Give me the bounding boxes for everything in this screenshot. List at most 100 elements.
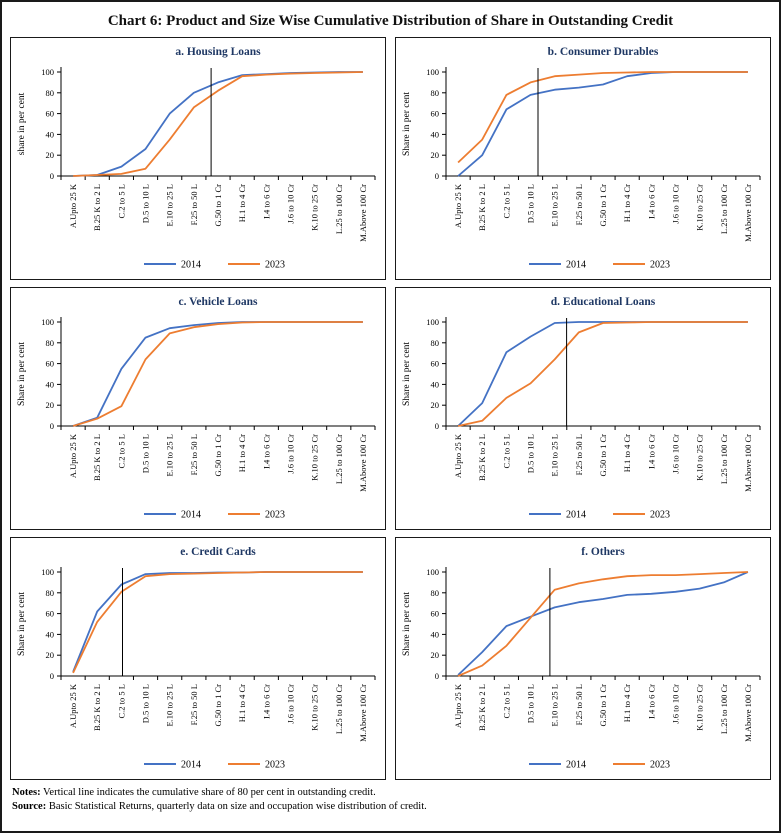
x-tick-label: M.Above 100 Cr: [743, 684, 753, 742]
x-tick-label: L.25 to 100 Cr: [719, 184, 729, 234]
chart-svg: a. Housing Loans 0 20 40 60 80 100 A.Upto 25 K B…: [17, 46, 376, 271]
y-tick-label: 20: [431, 150, 440, 160]
x-tick-label: C.2 to 5 L: [501, 184, 511, 218]
x-tick-label: G.50 to 1 Cr: [598, 184, 608, 227]
x-tick-label: C.2 to 5 L: [501, 434, 511, 468]
subplot-credit-cards: e. Credit Cards 0 20 40 60 80 100 A.Upto 25 K B.…: [10, 537, 386, 780]
notes-label: Notes:: [12, 787, 41, 798]
series-line-2014: [73, 71, 363, 177]
x-tick-label: M.Above 100 Cr: [358, 184, 368, 242]
x-tick-label: F.25 to 50 L: [574, 184, 584, 225]
chart-svg: f. Others 0 20 40 60 80 100 A.Upto 25 K B.25 K t…: [402, 546, 761, 771]
x-tick-label: M.Above 100 Cr: [358, 684, 368, 742]
y-tick-label: 80: [46, 588, 55, 598]
x-tick-labels: A.Upto 25 K B.25 K to 2 L C.2 to 5 L D.5 to…: [68, 183, 368, 242]
x-tick-label: G.50 to 1 Cr: [213, 434, 223, 477]
axes: 0 20 40 60 80 100: [426, 67, 761, 181]
legend-label-2023: 2023: [265, 510, 285, 521]
x-tick-label: H.1 to 4 Cr: [237, 434, 247, 472]
y-tick-label: 100: [426, 567, 439, 577]
x-tick-label: F.25 to 50 L: [574, 684, 584, 725]
x-tick-label: L.25 to 100 Cr: [334, 684, 344, 734]
x-tick-label: D.5 to 10 L: [526, 434, 536, 473]
axes: 0 20 40 60 80 100: [426, 317, 761, 431]
x-tick-label: B.25 K to 2 L: [92, 684, 102, 731]
x-tick-label: J.6 to 10 Cr: [670, 434, 680, 474]
x-tick-label: C.2 to 5 L: [116, 184, 126, 218]
y-tick-label: 60: [431, 609, 440, 619]
y-tick-label: 80: [431, 588, 440, 598]
series-line-2014: [457, 321, 748, 427]
x-tick-label: C.2 to 5 L: [501, 684, 511, 718]
legend-label-2014: 2014: [566, 760, 586, 771]
x-tick-labels: A.Upto 25 K B.25 K to 2 L C.2 to 5 L D.5 to…: [453, 683, 753, 742]
y-tick-label: 60: [46, 609, 55, 619]
series-line-2014: [457, 71, 748, 177]
charts-grid: a. Housing Loans 0 20 40 60 80 100 A.Upto 25 K B…: [10, 37, 771, 780]
x-tick-label: E.10 to 25 L: [550, 684, 560, 727]
notes-text: Vertical line indicates the cumulative s…: [40, 787, 376, 798]
series-line-2014: [457, 571, 749, 676]
x-tick-label: J.6 to 10 Cr: [285, 184, 295, 224]
x-tick-label: I.4 to 6 Cr: [261, 184, 271, 219]
x-tick-label: H.1 to 4 Cr: [237, 684, 247, 722]
subplot-title: d. Educational Loans: [551, 296, 656, 308]
y-tick-label: 100: [426, 317, 439, 327]
x-tick-label: E.10 to 25 L: [550, 434, 560, 477]
legend-label-2023: 2023: [265, 260, 285, 271]
x-tick-label: I.4 to 6 Cr: [646, 184, 656, 219]
x-tick-label: L.25 to 100 Cr: [334, 184, 344, 234]
x-tick-label: B.25 K to 2 L: [477, 684, 487, 731]
series-line-2023: [73, 71, 363, 177]
series-line-2023: [457, 321, 748, 427]
x-tick-labels: A.Upto 25 K B.25 K to 2 L C.2 to 5 L D.5 to…: [68, 433, 368, 492]
axes: 0 20 40 60 80 100: [41, 567, 376, 681]
subplot-housing-loans: a. Housing Loans 0 20 40 60 80 100 A.Upto 25 K B…: [10, 37, 386, 280]
y-tick-label: 60: [46, 359, 55, 369]
subplot-title: e. Credit Cards: [180, 546, 256, 558]
x-tick-label: K.10 to 25 Cr: [695, 434, 705, 481]
y-axis-label: share in per cent: [17, 92, 27, 155]
y-tick-label: 100: [41, 567, 54, 577]
y-axis-label: Share in per cent: [402, 342, 412, 406]
x-tick-label: J.6 to 10 Cr: [285, 434, 295, 474]
x-tick-label: E.10 to 25 L: [165, 184, 175, 227]
x-tick-label: D.5 to 10 L: [141, 184, 151, 223]
y-axis-label: Share in per cent: [17, 342, 27, 406]
x-tick-labels: A.Upto 25 K B.25 K to 2 L C.2 to 5 L D.5 to…: [453, 433, 753, 492]
y-tick-label: 80: [431, 338, 440, 348]
y-tick-label: 40: [46, 129, 55, 139]
subplot-vehicle-loans: c. Vehicle Loans 0 20 40 60 80 100 A.Upto 25 K B…: [10, 287, 386, 530]
y-tick-label: 40: [431, 629, 440, 639]
y-tick-label: 80: [46, 338, 55, 348]
x-tick-label: M.Above 100 Cr: [743, 434, 753, 492]
y-tick-label: 0: [50, 171, 54, 181]
x-tick-label: L.25 to 100 Cr: [719, 434, 729, 484]
y-tick-label: 40: [431, 129, 440, 139]
x-tick-label: A.Upto 25 K: [68, 433, 78, 478]
x-tick-label: D.5 to 10 L: [526, 684, 536, 723]
x-tick-label: H.1 to 4 Cr: [622, 684, 632, 722]
x-tick-label: K.10 to 25 Cr: [310, 184, 320, 231]
y-tick-label: 20: [431, 650, 440, 660]
y-tick-label: 20: [46, 650, 55, 660]
legend: 2014 2023: [529, 260, 670, 271]
y-tick-label: 80: [46, 88, 55, 98]
subplot-title: b. Consumer Durables: [548, 46, 659, 58]
legend: 2014 2023: [144, 260, 285, 271]
x-tick-label: F.25 to 50 L: [189, 684, 199, 725]
axes: 0 20 40 60 80 100: [41, 67, 376, 181]
series-line-2023: [457, 571, 748, 677]
x-tick-label: B.25 K to 2 L: [92, 184, 102, 231]
x-tick-label: I.4 to 6 Cr: [261, 684, 271, 719]
y-tick-label: 100: [41, 317, 54, 327]
x-tick-label: H.1 to 4 Cr: [237, 184, 247, 222]
y-tick-label: 40: [431, 379, 440, 389]
legend-label-2014: 2014: [181, 260, 201, 271]
x-tick-label: L.25 to 100 Cr: [719, 684, 729, 734]
legend-label-2023: 2023: [650, 260, 670, 271]
y-tick-label: 60: [431, 359, 440, 369]
legend-label-2014: 2014: [181, 510, 201, 521]
x-tick-label: A.Upto 25 K: [68, 183, 78, 228]
